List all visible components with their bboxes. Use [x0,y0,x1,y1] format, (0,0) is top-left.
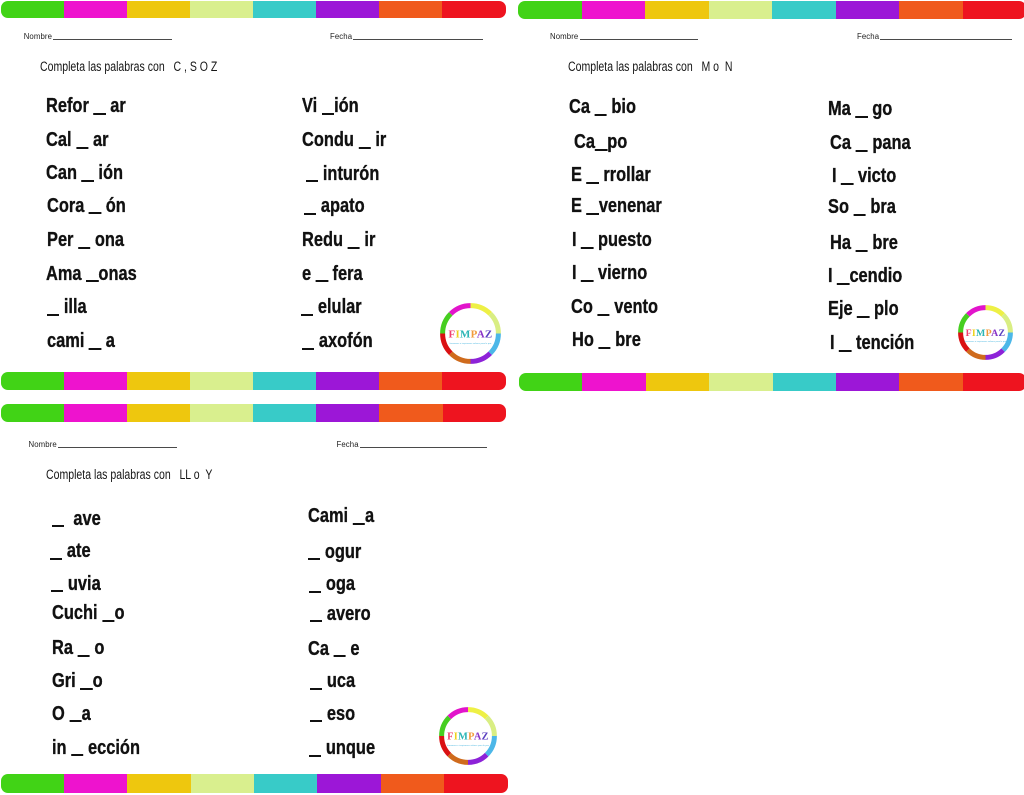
svg-text:formamos e inspiramos valores: formamos e inspiramos valores para la pa… [447,744,489,747]
svg-text:formamos e inspiramos valores: formamos e inspiramos valores para la pa… [965,340,1007,343]
svg-text:formamos e inspiramos valores: formamos e inspiramos valores para la pa… [449,342,491,345]
svg-text:FIMPAZ: FIMPAZ [447,732,489,743]
svg-text:FIMPAZ: FIMPAZ [448,328,492,340]
svg-text:FIMPAZ: FIMPAZ [966,328,1006,339]
